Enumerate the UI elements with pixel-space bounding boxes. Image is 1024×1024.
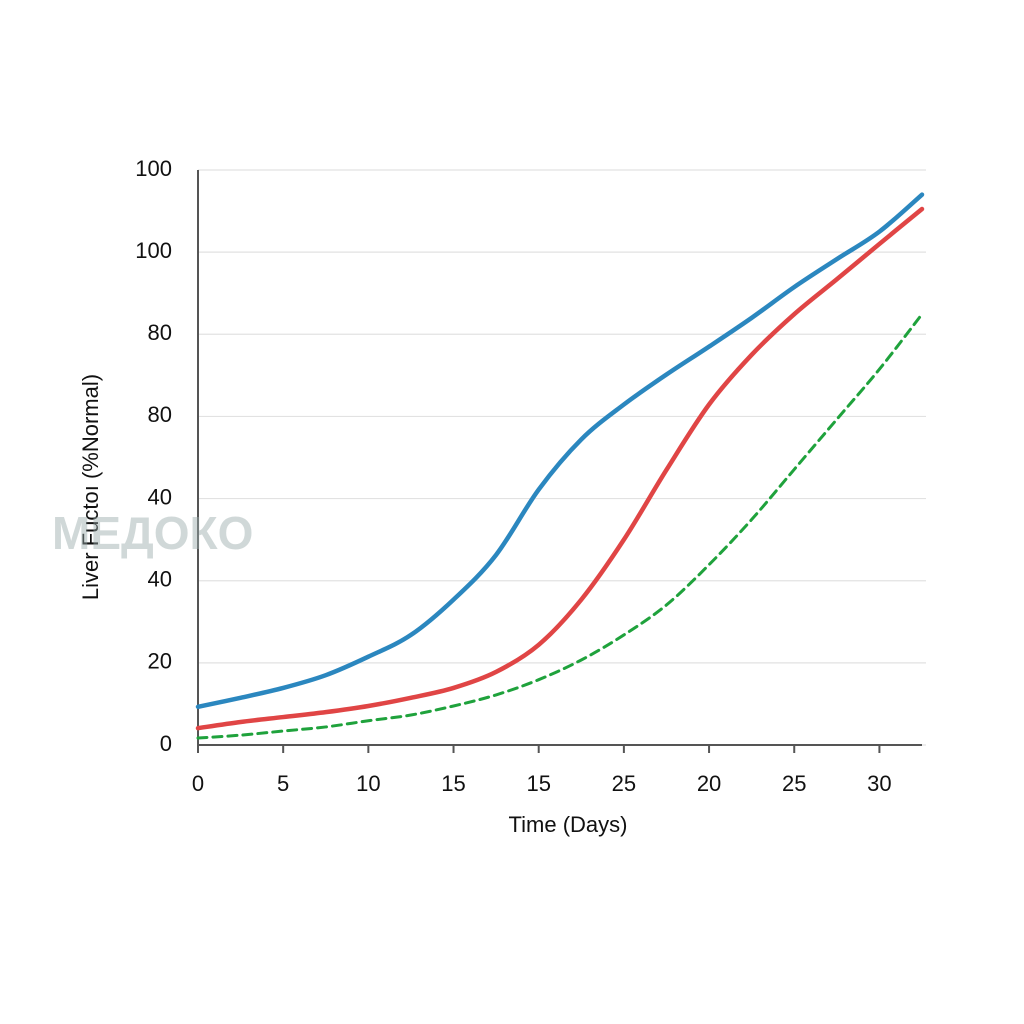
y-tick-label: 40 <box>148 484 172 509</box>
line-series <box>195 206 925 731</box>
y-tick-label: 100 <box>135 156 172 181</box>
x-tick-label: 25 <box>782 771 806 796</box>
x-tick-label: 5 <box>277 771 289 796</box>
x-tick-label: 20 <box>697 771 721 796</box>
y-tick-label: 0 <box>160 731 172 756</box>
y-tick-label: 80 <box>148 402 172 427</box>
watermark: МЕДОКО <box>52 507 253 559</box>
x-tick-label: 25 <box>612 771 636 796</box>
x-tick-label: 15 <box>441 771 465 796</box>
line-series <box>195 192 925 710</box>
x-tick-label: 15 <box>526 771 550 796</box>
y-tick-label: 80 <box>148 320 172 345</box>
x-axis-label: Time (Days) <box>509 812 628 837</box>
x-tick-label: 0 <box>192 771 204 796</box>
x-tick-label: 10 <box>356 771 380 796</box>
y-tick-label: 100 <box>135 238 172 263</box>
y-axis-label: Liver Fuctoı (%Normal) <box>78 374 103 600</box>
line-series <box>196 312 924 740</box>
x-tick-label: 30 <box>867 771 891 796</box>
y-tick-label: 40 <box>148 567 172 592</box>
y-tick-label: 20 <box>148 649 172 674</box>
